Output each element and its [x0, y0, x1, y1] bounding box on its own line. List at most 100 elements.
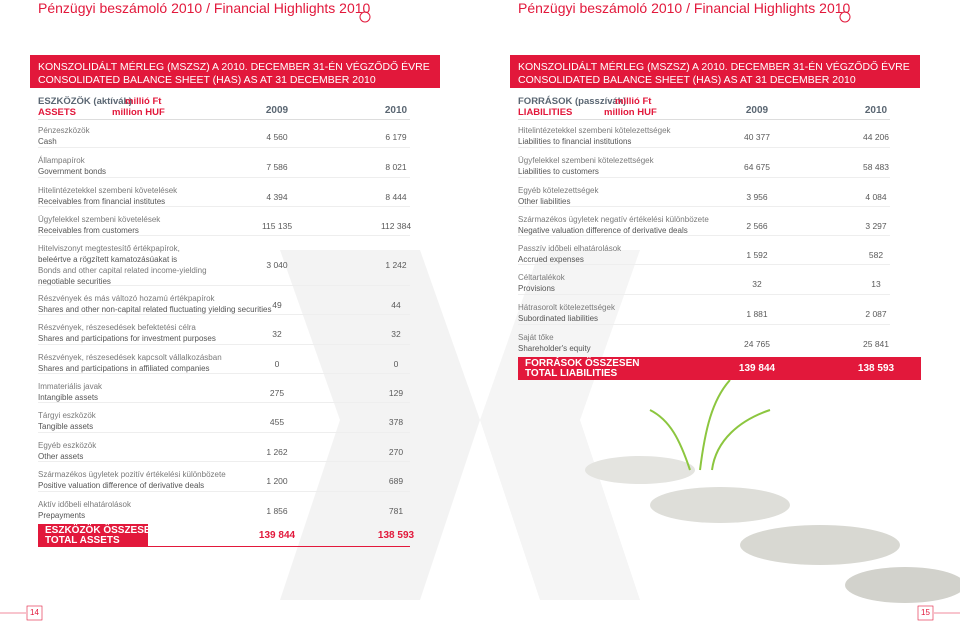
row-value: 582 [868, 249, 884, 260]
total-box [518, 357, 921, 380]
row-label: Céltartalékok [518, 273, 565, 282]
grass [649, 379, 771, 471]
row-label: Származékos ügyletek negatív értékelési … [518, 215, 709, 224]
heading-unit: million HUF [604, 107, 657, 118]
row-value: 3 040 [266, 260, 288, 270]
row-label: Shares and participations for investment… [38, 333, 216, 343]
row-label: Receivables from financial institutes [38, 196, 166, 206]
stone [585, 456, 695, 484]
row-value: 2 566 [746, 220, 768, 231]
row-value: 4 084 [865, 191, 887, 202]
row-value: 112 384 [380, 220, 412, 231]
row-rule [518, 324, 890, 325]
total-value: 139 844 [738, 363, 776, 374]
row-label: Bonds and other capital related income-y… [38, 266, 207, 275]
row-label: Tárgyi eszközök [38, 411, 96, 420]
row-value: 455 [269, 416, 285, 427]
row-value: 270 [388, 446, 404, 457]
row-label: Részvények, részesedések befektetési cél… [38, 323, 196, 332]
row-label: Provisions [518, 283, 555, 293]
heading-unit: millió Ft [125, 96, 162, 107]
year: 2010 [864, 105, 888, 116]
row-rule [518, 206, 890, 207]
banner [510, 55, 920, 88]
row-rule [38, 147, 410, 148]
row-label: Részvények, részesedések kapcsolt vállal… [38, 353, 222, 362]
row-value: 8 444 [385, 191, 407, 202]
row-label: Saját tőke [518, 333, 554, 342]
row-label: Passzív időbeli elhatárolások [518, 244, 622, 253]
row-value: 32 [272, 328, 282, 339]
row-rule [38, 314, 410, 315]
row-label: Liabilities to financial institutions [518, 136, 632, 146]
heading: ASSETS [38, 107, 77, 118]
row-label: Hitelviszonyt megtestesítő értékpapírok, [38, 244, 180, 253]
row-rule [518, 235, 890, 236]
total-label: TOTAL ASSETS [45, 535, 120, 546]
row-label: Negative valuation difference of derivat… [518, 225, 688, 235]
row-label: Shares and other non-capital related flu… [38, 304, 272, 314]
row-value: 2 087 [865, 308, 887, 319]
row-label: Other assets [38, 451, 84, 461]
icon [839, 11, 851, 23]
banner [30, 55, 440, 88]
row-label: negotiable securities [38, 276, 111, 286]
year: 2009 [265, 105, 289, 116]
row-value: 689 [388, 475, 404, 486]
row-label: Aktív időbeli elhatárolások [38, 500, 131, 509]
row-label: Pénzeszközök [38, 126, 90, 135]
row-value: 3 956 [746, 191, 768, 202]
row-value: 44 [391, 299, 401, 310]
row-label: Positive valuation difference of derivat… [38, 480, 205, 490]
row-rule [38, 491, 410, 492]
heading-unit: millió Ft [615, 96, 652, 107]
row-label: Other liabilities [518, 196, 571, 206]
year: 2010 [384, 105, 408, 116]
row-label: beleértve a rögzített kamatozásúakat is [38, 254, 178, 264]
row-rule [518, 147, 890, 148]
chevron [480, 250, 640, 600]
row-value: 40 377 [744, 131, 770, 142]
row-label: Liabilities to customers [518, 166, 599, 176]
total-label: FORRÁSOK ÖSSZESEN [525, 358, 640, 369]
total-label: TOTAL LIABILITIES [525, 368, 618, 379]
heading: FORRÁSOK (passzívák) [518, 96, 627, 107]
row-rule [38, 402, 410, 403]
row-label: Állampapírok [38, 156, 85, 165]
row-value: 49 [272, 299, 282, 310]
row-rule [38, 206, 410, 207]
row-value: 1 881 [746, 308, 768, 319]
row-label: Subordinated liabilities [518, 313, 599, 323]
total-value: 138 593 [857, 363, 895, 374]
row-rule [38, 344, 410, 345]
row-label: Hitelintézetekkel szembeni kötelezettség… [518, 126, 671, 135]
row-label: Immateriális javak [38, 382, 103, 391]
row-value: 129 [388, 387, 404, 398]
banner-text: KONSZOLIDÁLT MÉRLEG (MSZSZ) A 2010. DECE… [518, 61, 910, 73]
row-value: 4 560 [266, 131, 288, 142]
row-value: 3 297 [865, 220, 887, 231]
row-label: Shareholder's equity [518, 343, 591, 353]
row-rule [518, 177, 890, 178]
chevron [280, 250, 480, 600]
year: 2009 [745, 105, 769, 116]
row-value: 1 242 [385, 260, 407, 270]
row-value: 0 [393, 358, 399, 369]
row-label: Cash [38, 136, 57, 146]
row-rule [518, 294, 890, 295]
row-rule [38, 461, 410, 462]
total-value: 138 593 [377, 530, 415, 541]
row-label: Ügyfelekkel szembeni kötelezettségek [518, 156, 654, 165]
row-value: 24 765 [744, 338, 770, 349]
stone [740, 525, 900, 565]
heading: ESZKÖZÖK (aktívák) [38, 96, 132, 107]
row-value: 4 394 [266, 191, 288, 202]
rule [38, 119, 410, 120]
row-label: Government bonds [38, 166, 107, 176]
page-header: Pénzügyi beszámoló 2010 / Financial High… [38, 0, 371, 16]
row-rule [38, 285, 410, 286]
page-number: 14 [30, 608, 39, 617]
row-value: 378 [388, 416, 404, 427]
row-value: 275 [269, 387, 285, 398]
